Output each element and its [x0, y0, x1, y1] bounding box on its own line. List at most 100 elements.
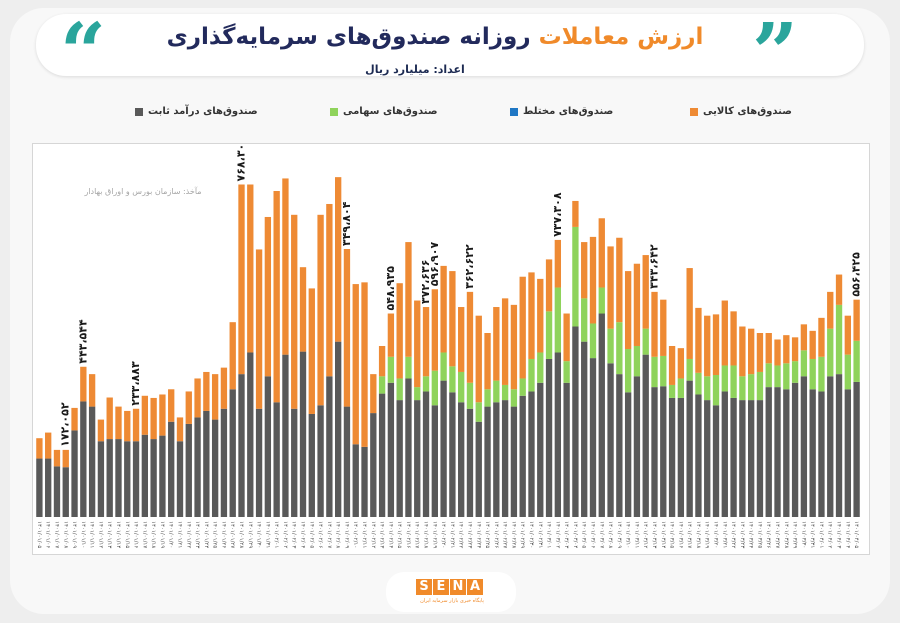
bar-segment-series-2	[818, 356, 825, 392]
bar-segment-series-3	[106, 397, 113, 440]
data-label-total: ۴۴۳،۵۴۴	[76, 319, 89, 364]
bar-segment-series-3	[800, 324, 808, 351]
data-label-total: ۳۴۹،۸۰۴	[340, 201, 353, 246]
bar-segment-series-3	[537, 278, 544, 353]
bar-segment-series-0	[370, 413, 377, 517]
x-tick-label: ۱۴۰۱/۰۱/۱۹	[159, 521, 165, 548]
bar-segment-series-0	[528, 391, 535, 517]
bar-segment-series-2	[677, 378, 685, 398]
bar-segment-series-2	[712, 375, 720, 406]
bar-segment-series-2	[581, 298, 588, 342]
bar-segment-series-3	[466, 291, 474, 383]
x-tick-label: ۱۴۰۱/۰۳/۲۲	[730, 521, 736, 548]
bar-segment-series-2	[598, 287, 605, 314]
legend-label-mixed: صندوق‌های مختلط	[523, 106, 614, 117]
bar-segment-series-0	[422, 391, 430, 517]
bar-segment-series-0	[80, 401, 87, 517]
legend-item-commodity: صندوق‌های کالایی	[690, 106, 792, 117]
bar-segment-series-2	[466, 382, 474, 409]
bar-segment-series-2	[756, 371, 764, 401]
bar-segment-series-0	[774, 387, 781, 517]
bar-segment-series-0	[211, 419, 219, 517]
bar-segment-series-3	[748, 328, 755, 375]
data-label-total: ۵۵۶،۴۲۵	[850, 252, 863, 297]
bar-segment-series-2	[730, 365, 737, 398]
bar-segment-series-3	[853, 299, 860, 341]
data-label-total: ۵۹۶،۹۰۷	[428, 242, 441, 287]
bar-segment-series-0	[668, 397, 676, 517]
bar-segment-series-0	[264, 376, 272, 517]
bar-segment-series-2	[783, 363, 790, 390]
bar-segment-series-0	[642, 354, 649, 517]
bar-segment-series-3	[554, 239, 562, 288]
bar-segment-series-0	[343, 406, 351, 517]
bar-segment-series-0	[501, 400, 509, 517]
x-tick-label: ۱۴۰۱/۰۲/۲۴	[475, 521, 481, 548]
x-tick-label: ۱۴۰۱/۰۲/۱۷	[414, 521, 420, 548]
bar-segment-series-3	[695, 307, 702, 373]
x-tick-label: ۱۴۰۱/۰۱/۲۰	[168, 521, 174, 548]
chart-title: ارزش معاملات روزانه صندوق‌های سرمایه‌گذا…	[150, 24, 720, 50]
bar-segment-series-3	[405, 242, 412, 357]
bar-segment-series-0	[853, 381, 860, 517]
logo-letter: N	[450, 579, 466, 595]
x-tick-label: ۱۴۰۱/۰۳/۲۱	[721, 521, 727, 548]
bar-segment-series-2	[633, 345, 641, 377]
bar-segment-series-0	[721, 391, 728, 517]
bar-segment-series-2	[844, 354, 851, 390]
x-tick-label: ۱۴۰۱/۰۱/۱۸	[150, 521, 156, 548]
legend-label-equity: صندوق‌های سهامی	[343, 106, 438, 117]
bar-segment-series-3	[458, 307, 465, 372]
bar-segment-series-0	[203, 410, 210, 517]
x-tick-label: ۱۴۰۱/۰۳/۳۱	[809, 521, 815, 548]
legend-item-fixed-income: صندوق‌های درآمد ثابت	[135, 106, 258, 117]
x-tick-label: ۱۴۰۱/۰۱/۲۶	[220, 521, 226, 548]
x-tick-label: ۱۴۰۱/۰۳/۰۳	[563, 521, 569, 548]
bar-segment-series-0	[493, 402, 500, 517]
quote-marks-icon: ”	[752, 12, 799, 60]
bar-segment-series-2	[396, 378, 403, 401]
bar-segment-series-0	[510, 406, 518, 517]
x-tick-label: ۱۴۰۱/۰۳/۰۴	[572, 521, 578, 548]
chart-title-rest: روزانه صندوق‌های سرمایه‌گذاری	[166, 24, 531, 50]
bar-segment-series-0	[800, 376, 808, 517]
bar-segment-series-2	[642, 328, 649, 355]
legend-swatch-equity	[330, 107, 338, 116]
bar-segment-series-3	[229, 322, 236, 390]
bar-segment-series-3	[132, 408, 140, 442]
x-tick-label: ۱۴۰۱/۰۳/۰۸	[607, 521, 613, 548]
bar-segment-series-0	[36, 458, 43, 517]
x-tick-label: ۱۴۰۱/۰۳/۱۱	[633, 521, 639, 548]
x-tick-label: ۱۴۰۱/۰۴/۰۳	[836, 521, 842, 548]
x-tick-label: ۱۴۰۱/۰۳/۲۰	[713, 521, 719, 548]
x-tick-label: ۱۴۰۱/۰۲/۰۸	[335, 521, 341, 548]
bar-segment-series-2	[431, 370, 438, 406]
bar-segment-series-2	[449, 366, 456, 393]
bar-segment-series-0	[150, 439, 157, 517]
bar-segment-series-0	[624, 392, 632, 517]
data-label-total: ۵۴۸،۹۳۵	[384, 266, 397, 311]
bar-segment-series-3	[449, 271, 456, 367]
x-tick-label: ۱۴۰۱/۰۳/۰۹	[616, 521, 622, 548]
bar-segment-series-2	[458, 371, 465, 403]
stacked-bar-chart: ۱۴۰۱/۰۱/۰۵ ۱۴۰۱/۰۱/۰۶ ۱۴۰۱/۰۱/۰۷ ۱۴۰۱/۰۱/۰۸…	[36, 144, 863, 548]
x-tick-label: ۱۴۰۱/۰۲/۲۵	[484, 521, 490, 548]
x-tick-label: ۱۴۰۱/۰۲/۲۷	[502, 521, 508, 548]
bar-segment-series-0	[633, 376, 641, 517]
bar-segment-series-0	[431, 405, 438, 517]
plot-area: مآخذ: سازمان بورس و اوراق بهادار ۱۴۰۱/۰۱…	[32, 143, 870, 555]
bar-segment-series-0	[475, 421, 482, 517]
data-label-total: ۱۷۲،۰۵۲	[59, 402, 72, 447]
bar-segment-series-3	[247, 184, 254, 353]
bar-segment-series-3	[168, 389, 175, 422]
bar-segment-series-3	[317, 214, 324, 406]
bar-segment-series-3	[36, 438, 43, 459]
bar-segment-series-0	[255, 408, 263, 517]
bar-segment-series-0	[686, 380, 693, 517]
bar-segment-series-3	[739, 326, 746, 377]
x-tick-label: ۱۴۰۱/۰۲/۲۸	[510, 521, 516, 548]
bar-segment-series-3	[115, 406, 122, 440]
bar-segment-series-3	[519, 276, 526, 379]
bar-segment-series-0	[844, 389, 851, 517]
x-tick-label: ۱۴۰۱/۰۲/۱۱	[361, 521, 367, 548]
